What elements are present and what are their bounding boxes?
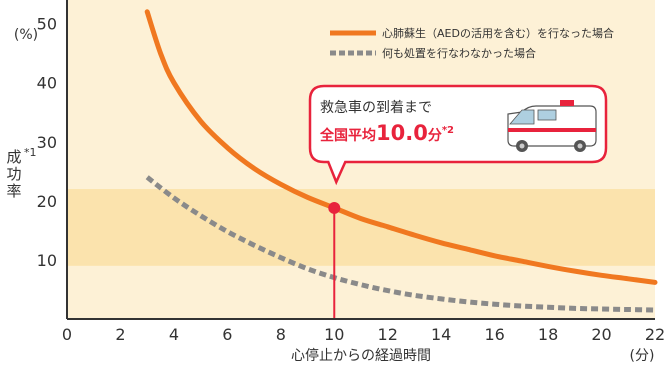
legend: 心肺蘇生（AEDの活用を含む）を行なった場合 何も処置を行なわなかった場合 xyxy=(330,26,614,60)
x-tick-label: 6 xyxy=(222,325,232,344)
y-axis-label-char: 功 xyxy=(6,165,21,183)
x-tick-label: 8 xyxy=(276,325,286,344)
y-axis-unit: (%) xyxy=(14,27,38,43)
y-tick-label: 20 xyxy=(37,192,57,211)
x-tick-label: 2 xyxy=(115,325,125,344)
y-tick-label: 40 xyxy=(37,74,57,93)
arrival-callout: 救急車の到着まで 全国平均10.0分*2 xyxy=(308,84,608,186)
series-layer xyxy=(144,9,658,313)
x-tick-label: 10 xyxy=(324,325,344,344)
y-axis-label-text: 成功率 xyxy=(6,148,21,200)
x-axis-unit: (分) xyxy=(630,348,655,364)
axes xyxy=(66,0,655,320)
x-tick-label: 4 xyxy=(169,325,179,344)
x-axis-label: 心停止からの経過時間 xyxy=(291,347,431,364)
x-tick-label: 0 xyxy=(62,325,72,344)
highlight-band xyxy=(67,189,655,266)
y-tick-labels: 10 20 30 40 50 xyxy=(37,15,57,270)
x-tick-label: 20 xyxy=(591,325,611,344)
callout-mark: *2 xyxy=(442,125,454,136)
y-axis-label-char: 成 xyxy=(6,148,21,166)
callout-prefix: 全国平均 xyxy=(319,127,376,144)
y-tick-label: 30 xyxy=(37,133,57,152)
y-axis-label-char: 率 xyxy=(6,182,21,200)
x-tick-label: 18 xyxy=(538,325,558,344)
callout-value: 10.0 xyxy=(376,121,428,145)
y-axis-label: (%) *1 成功率 xyxy=(6,27,38,200)
legend-label-none: 何も処置を行なわなかった場合 xyxy=(382,46,536,60)
callout-unit: 分 xyxy=(428,128,442,144)
x-tick-label: 22 xyxy=(645,325,665,344)
y-tick-label: 10 xyxy=(37,251,57,270)
x-tick-label: 12 xyxy=(378,325,398,344)
legend-label-cpr: 心肺蘇生（AEDの活用を含む）を行なった場合 xyxy=(382,26,614,40)
y-tick-label: 50 xyxy=(37,15,57,34)
series-line-cpr xyxy=(144,9,658,285)
y-axis-label-mark: *1 xyxy=(24,146,37,159)
series-line-none xyxy=(145,175,656,313)
callout-line1: 救急車の到着まで xyxy=(320,99,432,116)
arrival-time-marker xyxy=(328,201,341,214)
x-tick-label: 14 xyxy=(431,325,451,344)
x-tick-label: 16 xyxy=(484,325,504,344)
ambulance-icon xyxy=(507,100,597,152)
x-tick-labels: 0 2 4 6 8 10 12 14 16 18 20 22 xyxy=(62,325,665,344)
callout-line2: 全国平均10.0分*2 xyxy=(319,121,454,145)
